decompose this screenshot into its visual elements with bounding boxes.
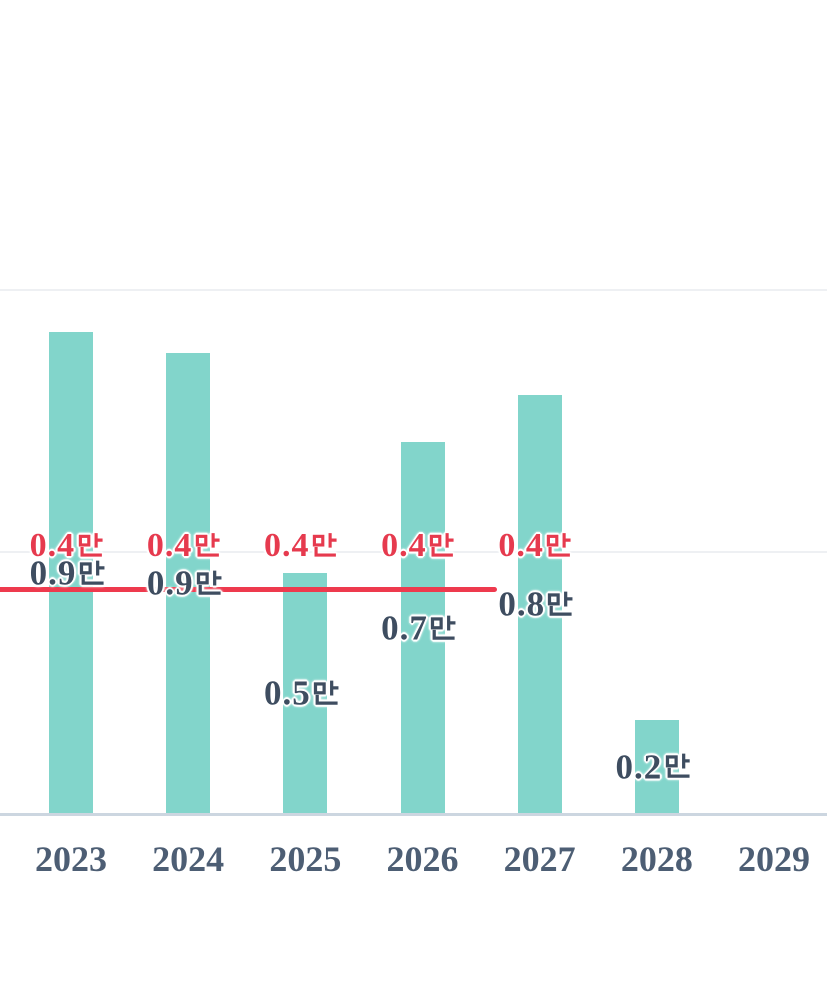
label-number: 0.9 [29,553,77,593]
x-axis-label-2025: 2025 [269,839,342,879]
x-axis-line [0,813,827,816]
x-axis-label-2026: 2026 [386,839,459,879]
x-axis-label-2027: 2027 [503,839,576,879]
bar-value-label-2025: 0.5 [264,676,339,711]
label-number: 0.4 [29,527,76,564]
bar-value-label-2024: 0.9 [147,566,222,601]
label-number: 0.4 [498,527,544,564]
demand-line-label-2027: 0.4 [498,529,571,563]
x-axis-label-2029: 2029 [738,839,811,879]
x-axis-label-2023: 2023 [35,839,107,879]
man-suffix-glyph [431,615,456,640]
man-suffix-glyph [79,560,105,585]
bar-value-label-2027: 0.8 [498,587,573,622]
label-number: 0.7 [381,608,428,648]
x-axis-label-2024: 2024 [152,839,225,879]
label-number: 0.5 [264,673,311,713]
x-axis-label-2028: 2028 [620,839,693,879]
gridline [0,289,827,291]
bar-value-label-2028: 0.2 [616,749,691,784]
label-number: 0.2 [615,747,663,787]
man-suffix-glyph [546,533,571,558]
demand-line-label-2026: 0.4 [381,529,454,563]
bar-value-label-2026: 0.7 [381,610,456,645]
man-suffix-glyph [665,753,691,779]
man-suffix-glyph [313,680,339,705]
label-number: 0.4 [146,527,193,564]
label-number: 0.9 [146,563,194,603]
demand-line-label-2025: 0.4 [264,529,337,563]
man-suffix-glyph [312,533,337,558]
man-suffix-glyph [548,591,573,616]
man-suffix-glyph [429,533,454,558]
bar-value-label-2023: 0.9 [30,555,105,590]
man-suffix-glyph [195,533,220,558]
label-number: 0.4 [381,527,427,564]
demand-line-label-2023: 0.4 [30,529,103,563]
demand-line [0,586,497,592]
man-suffix-glyph [196,570,222,595]
man-suffix-glyph [78,533,103,558]
label-number: 0.8 [498,584,546,624]
demand-line-label-2024: 0.4 [147,529,220,563]
label-number: 0.4 [264,527,310,564]
